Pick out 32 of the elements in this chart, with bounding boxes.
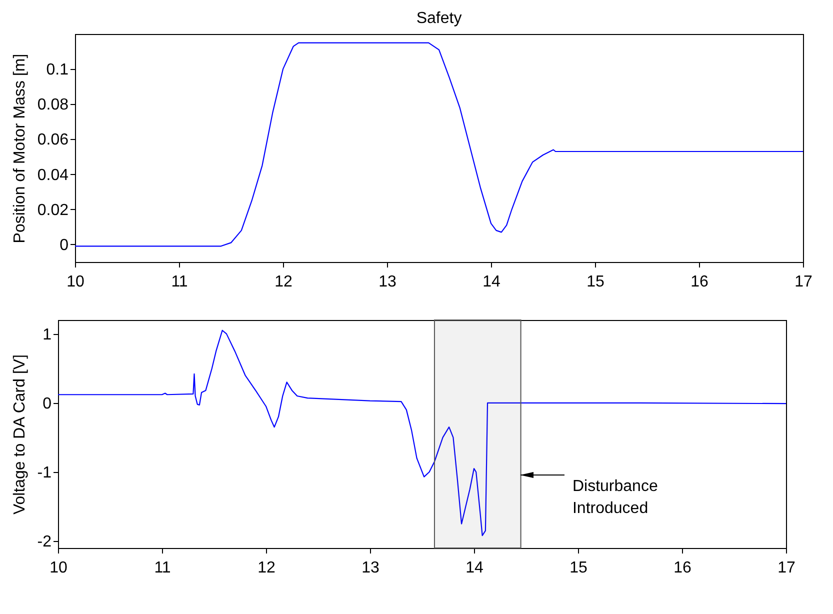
x-tick-label: 14 [482,274,500,290]
x-tick-label: 16 [674,560,692,576]
y-tick-label: 0 [42,395,52,412]
y-tick-label: 0 [60,236,69,254]
x-tick-label: 17 [794,274,812,290]
x-tick-label: 12 [274,274,292,290]
y-tick-label: -1 [37,464,52,482]
x-tick-label: 16 [690,274,708,290]
y-tick-label: 0.08 [37,96,69,114]
y-axis-title: Position of Motor Mass [m] [11,54,28,244]
line-series [58,330,786,536]
y-tick-label: 0.02 [37,202,69,219]
x-tick-label: 15 [570,560,588,576]
x-tick-label: 10 [50,560,68,576]
x-tick-label: 11 [171,274,188,290]
x-tick-label: 15 [586,274,604,290]
y-tick-label: 0.04 [37,166,69,184]
band-label: Disturbance Introduced [572,478,658,517]
x-tick-label: 10 [66,274,84,290]
y-tick-label: -2 [37,534,52,551]
y-tick-label: 0.06 [37,132,69,149]
y-tick-label: 0.1 [46,62,69,79]
x-tick-label: 12 [258,560,276,576]
chart-title: Safety [416,10,462,27]
x-tick-label: 14 [466,560,484,576]
x-tick-label: 13 [378,274,396,290]
x-tick-label: 11 [154,560,171,576]
x-tick-label: 17 [778,560,796,576]
y-tick-label: 1 [42,326,52,344]
line-series [75,42,803,247]
y-axis-title: Voltage to DA Card [V] [11,354,28,515]
x-tick-label: 13 [362,560,380,576]
